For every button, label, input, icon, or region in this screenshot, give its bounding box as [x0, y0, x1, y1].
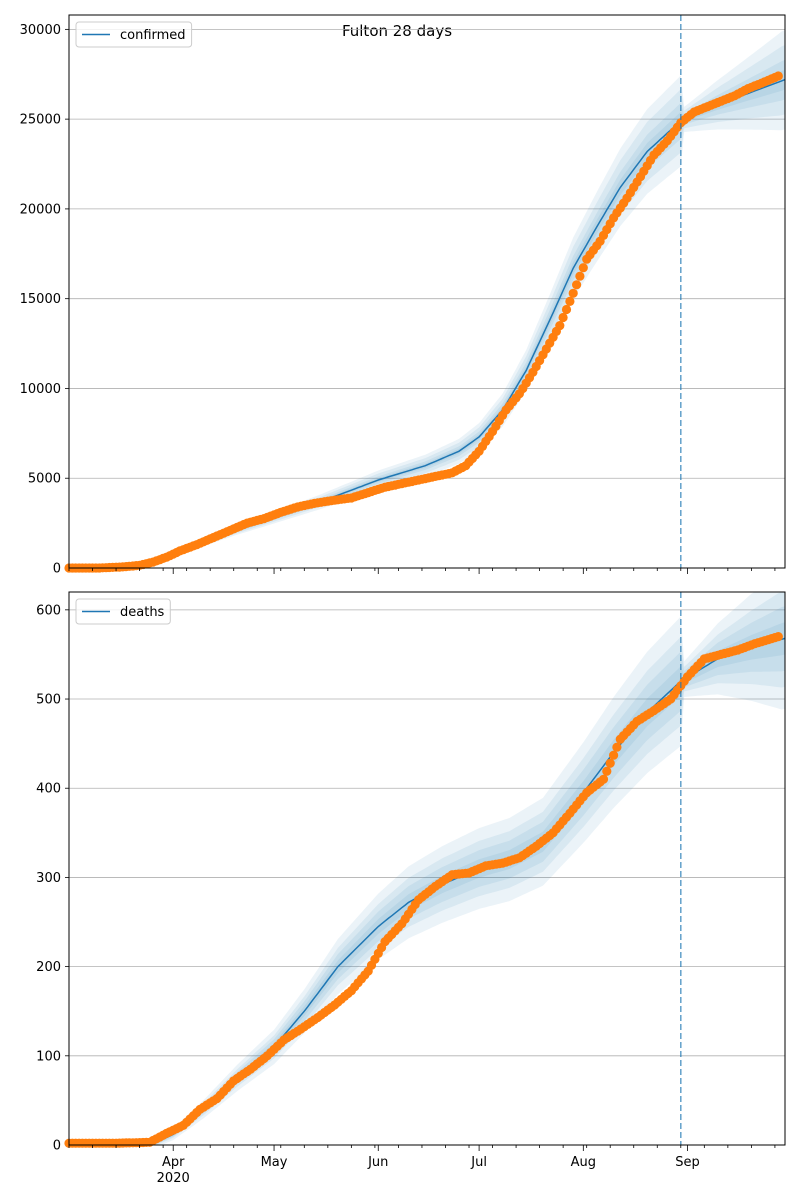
observed-point	[773, 71, 783, 81]
y-tick-label: 500	[36, 693, 61, 708]
x-tick-label: Aug	[571, 1155, 596, 1170]
observed-point	[558, 312, 568, 323]
observed-point	[605, 758, 615, 768]
legend-box	[75, 21, 193, 48]
deaths-panel: 0 100 200 300 400 500 600 Apr May Jun Jul Aug Sep 202…	[36, 591, 786, 1186]
y-tick-label: 200	[36, 960, 61, 975]
y-tick-label: 5000	[28, 472, 61, 487]
y-tick-label: 600	[36, 603, 61, 618]
axes-frame	[68, 14, 786, 569]
y-tick-label: 300	[36, 871, 61, 886]
y-tick-label: 10000	[20, 382, 61, 397]
y-tick-label: 100	[36, 1049, 61, 1064]
observed-point	[602, 766, 612, 776]
uncertainty-band	[69, 606, 785, 1145]
observed-point	[572, 280, 582, 290]
observed-point	[561, 304, 572, 315]
legend-label: deaths	[120, 605, 165, 620]
observed-point	[575, 271, 585, 281]
uncertainty-band	[69, 622, 785, 1145]
observed-point	[555, 321, 565, 331]
y-tick-label: 30000	[20, 23, 61, 38]
uncertainty-band	[69, 30, 785, 569]
y-tick-label: 0	[53, 1139, 61, 1154]
y-tick-label: 400	[36, 782, 61, 797]
observed-point	[612, 742, 622, 752]
legend: deaths	[75, 598, 171, 625]
y-tick-label: 25000	[20, 113, 61, 128]
chart-title: Fulton 28 days	[342, 22, 452, 40]
y-tick-label: 20000	[20, 202, 61, 217]
uncertainty-band	[69, 592, 785, 1145]
uncertainty-band	[69, 59, 785, 569]
x-tick-label: Apr	[162, 1155, 185, 1170]
observed-point	[609, 750, 619, 760]
x-tick-label: Jul	[470, 1155, 487, 1170]
x-tick-label: May	[261, 1155, 288, 1170]
observed-point	[565, 296, 575, 306]
uncertainty-band	[69, 592, 785, 1145]
observed-point	[568, 288, 578, 298]
legend: confirmed	[75, 21, 193, 48]
observed-point	[773, 632, 783, 642]
y-tick-label: 0	[53, 562, 61, 577]
x-year-label: 2020	[157, 1171, 190, 1186]
confirmed-panel: 0 5000 10000 15000 20000 25000 30000 confirmed	[20, 14, 786, 577]
axes-frame	[68, 591, 786, 1146]
observed-point	[598, 774, 609, 784]
legend-label: confirmed	[120, 28, 186, 43]
legend-box	[75, 598, 171, 625]
y-tick-label: 15000	[20, 292, 61, 307]
observed-point	[578, 263, 588, 273]
uncertainty-band	[69, 45, 785, 569]
x-tick-label: Jun	[367, 1155, 388, 1170]
x-tick-label: Sep	[675, 1155, 700, 1170]
